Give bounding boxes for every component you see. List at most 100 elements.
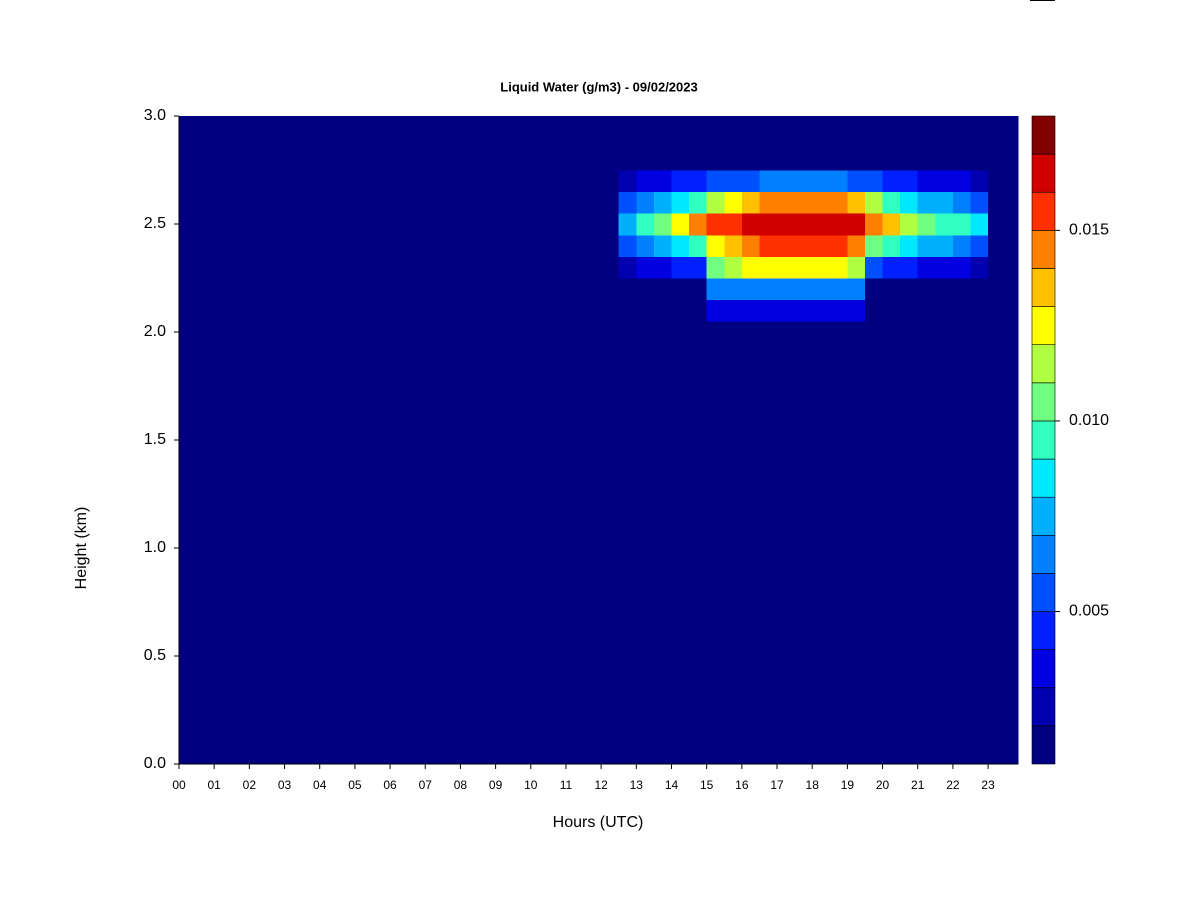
cell	[741, 213, 760, 236]
cell	[671, 321, 690, 765]
cell	[847, 321, 866, 765]
cell	[689, 321, 708, 765]
cell	[970, 234, 989, 257]
cell	[900, 170, 919, 193]
cell	[864, 278, 884, 301]
x-tick-label: 15	[700, 778, 714, 792]
cell	[741, 234, 760, 257]
cell	[724, 234, 743, 257]
cell	[689, 299, 708, 322]
colorbar-swatch	[1031, 382, 1056, 422]
cell	[777, 299, 796, 322]
cell	[917, 256, 936, 279]
cell	[917, 278, 936, 301]
colorbar-tick-label: 0.015	[1069, 222, 1109, 239]
cell	[900, 299, 919, 322]
cell	[829, 278, 848, 301]
x-tick-label: 08	[454, 778, 468, 792]
corner-mark	[1030, 0, 1055, 1]
cell	[671, 234, 690, 257]
cell	[777, 116, 796, 171]
cell	[847, 213, 866, 236]
colorbar-swatch	[1031, 458, 1056, 498]
cell	[653, 191, 672, 214]
cell	[935, 256, 954, 279]
cell	[812, 234, 831, 257]
cell	[847, 256, 866, 279]
cell	[882, 321, 901, 765]
cell	[864, 234, 884, 257]
cell	[741, 116, 760, 171]
cell	[653, 278, 672, 301]
cell	[759, 213, 778, 236]
cell	[706, 116, 725, 171]
x-tick-label: 18	[806, 778, 820, 792]
cell	[179, 116, 620, 171]
cell	[636, 170, 655, 193]
cell	[847, 170, 866, 193]
cell	[864, 256, 884, 279]
cell	[706, 191, 725, 214]
cell	[882, 299, 901, 322]
colorbar-swatch	[1031, 649, 1056, 689]
cell	[988, 234, 1019, 257]
x-tick-label: 03	[278, 778, 292, 792]
cell	[900, 321, 919, 765]
colorbar-swatch	[1031, 534, 1056, 574]
cell	[618, 321, 637, 765]
cell	[724, 116, 743, 171]
cell	[671, 256, 690, 279]
cell	[706, 321, 725, 765]
cell	[935, 299, 954, 322]
cell	[900, 234, 919, 257]
cell	[636, 234, 655, 257]
cell	[917, 191, 936, 214]
cell	[618, 191, 637, 214]
cell	[636, 256, 655, 279]
cell	[988, 213, 1019, 236]
cell	[988, 116, 1019, 171]
colorbar-swatch	[1031, 687, 1056, 727]
cell	[935, 116, 954, 171]
cell	[794, 116, 813, 171]
cell	[882, 278, 901, 301]
cell	[988, 191, 1019, 214]
cell	[759, 278, 778, 301]
cell	[882, 213, 901, 236]
cell	[671, 116, 690, 171]
cell	[741, 170, 760, 193]
y-tick-label: 0.5	[144, 647, 166, 664]
cell	[706, 234, 725, 257]
colorbar-swatch	[1031, 268, 1056, 307]
cell	[618, 234, 637, 257]
x-tick-label: 05	[348, 778, 362, 792]
x-tick-label: 12	[594, 778, 608, 792]
cell	[179, 191, 620, 214]
cell	[689, 256, 708, 279]
cell	[864, 299, 884, 322]
cell	[724, 321, 743, 765]
cell	[636, 213, 655, 236]
cell	[935, 213, 954, 236]
cell	[689, 116, 708, 171]
cell	[847, 278, 866, 301]
cell	[882, 234, 901, 257]
cell	[882, 191, 901, 214]
y-tick-label: 2.0	[144, 323, 166, 340]
cell	[829, 213, 848, 236]
cell	[917, 170, 936, 193]
cell	[653, 213, 672, 236]
x-tick-label: 14	[665, 778, 679, 792]
cell	[689, 213, 708, 236]
cell	[671, 191, 690, 214]
x-tick-label: 04	[313, 778, 327, 792]
cell	[706, 256, 725, 279]
cell	[829, 116, 848, 171]
cell	[864, 116, 884, 171]
cell	[636, 278, 655, 301]
cell	[812, 299, 831, 322]
cell	[636, 116, 655, 171]
x-tick-label: 16	[735, 778, 749, 792]
cell	[618, 278, 637, 301]
cell	[759, 321, 778, 765]
